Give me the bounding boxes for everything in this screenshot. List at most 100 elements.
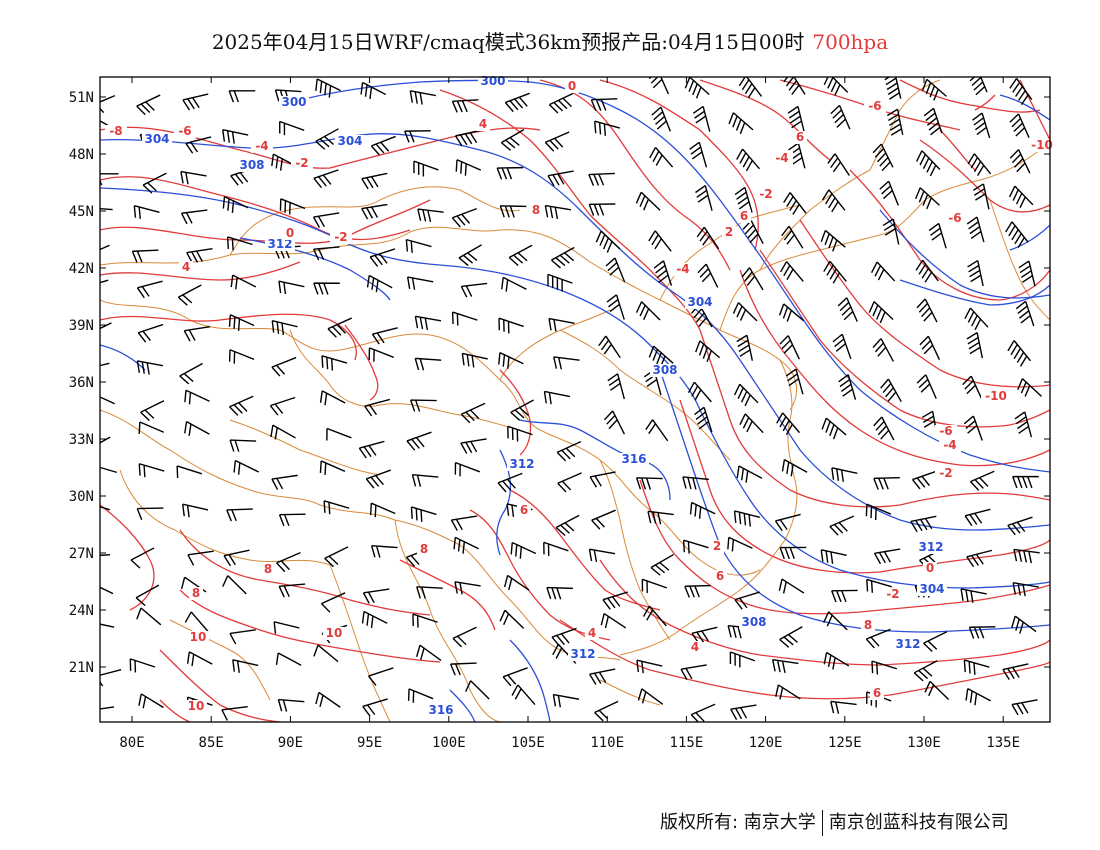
wind-barb (733, 383, 759, 407)
wind-barb (100, 94, 116, 114)
temperature-label: -2 (295, 156, 308, 170)
temperature-label: -4 (775, 151, 788, 165)
wind-barb (229, 439, 257, 452)
height-label: 304 (144, 132, 169, 146)
wind-barb (963, 659, 990, 675)
wind-barb (451, 99, 479, 113)
label-bg (722, 226, 736, 239)
label-bg (529, 204, 543, 217)
wind-barb (140, 400, 165, 422)
wind-barb (729, 651, 756, 668)
wind-barb (823, 611, 848, 631)
height-label: 316 (621, 452, 646, 466)
wind-barb (602, 591, 629, 610)
wind-barb (450, 515, 478, 531)
wind-barb (186, 651, 213, 667)
wind-barb (410, 506, 437, 522)
wind-barb (647, 510, 674, 525)
wind-barb (872, 338, 894, 362)
wind-barb (689, 141, 708, 168)
height-label: 304 (337, 134, 362, 148)
wind-barb (503, 574, 530, 591)
wind-barb (274, 89, 302, 103)
wind-barb (882, 218, 900, 245)
wind-barb (176, 465, 203, 478)
label-bg (237, 159, 267, 172)
wind-barb (320, 592, 346, 613)
label-bg (279, 96, 309, 109)
wind-barb (1002, 663, 1029, 681)
wind-barb (184, 420, 210, 436)
wind-barb (551, 627, 577, 647)
temperature-label: -2 (759, 187, 772, 201)
wind-barb (915, 259, 939, 283)
height-label: 308 (239, 158, 264, 172)
temperature-label: -4 (255, 139, 268, 153)
wind-barb (269, 396, 296, 416)
wind-barb (911, 470, 938, 490)
wind-barb (312, 212, 340, 228)
wind-barb (501, 276, 527, 292)
wind-barb (606, 294, 625, 320)
wind-barb (785, 368, 804, 395)
wind-barb (552, 693, 580, 708)
temperature-label: 8 (864, 618, 872, 632)
wind-barb (732, 302, 758, 322)
height-label: 312 (895, 637, 920, 651)
wind-barb (779, 261, 804, 282)
wind-barb (831, 589, 858, 603)
wind-barb (771, 658, 799, 673)
wind-barb (315, 128, 339, 150)
label-bg (882, 588, 904, 601)
wind-barb (133, 205, 160, 219)
x-tick-label: 80E (119, 735, 144, 751)
footer-divider (821, 810, 823, 836)
wind-barb (100, 586, 114, 595)
label-bg (861, 619, 875, 632)
wind-barb (323, 500, 350, 515)
wind-barb (185, 136, 212, 154)
wind-barb (511, 684, 536, 705)
label-bg (916, 541, 946, 554)
wind-barb (182, 93, 209, 111)
wind-barb (653, 260, 673, 286)
wind-barb (510, 541, 537, 559)
wind-barb (361, 172, 388, 190)
wind-barb (230, 274, 257, 290)
wind-barb (416, 644, 442, 662)
wind-barb (589, 471, 616, 488)
wind-barb (406, 276, 434, 290)
x-tick-label: 110E (590, 735, 624, 751)
wind-barb (279, 198, 306, 215)
wind-barb (361, 203, 388, 220)
wind-barb (313, 282, 340, 295)
wind-barb (504, 92, 530, 113)
temperature-label: 2 (725, 225, 733, 239)
wind-barb (543, 541, 569, 556)
wind-barb (823, 260, 847, 284)
wind-barb (1005, 221, 1029, 249)
y-tick-label: 33N (69, 432, 94, 448)
y-tick-label: 24N (69, 603, 94, 619)
wind-barb (135, 584, 160, 607)
wind-barb (603, 410, 626, 435)
label-bg (755, 188, 777, 201)
wind-barb (873, 548, 901, 565)
temperature-label: 0 (286, 226, 294, 240)
label-bg (185, 700, 207, 713)
wind-barb (870, 261, 896, 282)
wind-barb (776, 412, 801, 436)
wind-barb (100, 553, 111, 557)
label-bg (417, 543, 431, 556)
wind-barb (648, 345, 674, 368)
label-bg (283, 227, 297, 240)
wind-barb (589, 668, 616, 685)
wind-barb (499, 609, 525, 629)
wind-barb (837, 297, 858, 322)
wind-barb (226, 236, 253, 251)
wind-barb (695, 340, 721, 363)
wind-barb (733, 510, 760, 527)
wind-barb (590, 98, 618, 112)
wind-barb (315, 78, 341, 98)
wind-barb (635, 191, 661, 211)
